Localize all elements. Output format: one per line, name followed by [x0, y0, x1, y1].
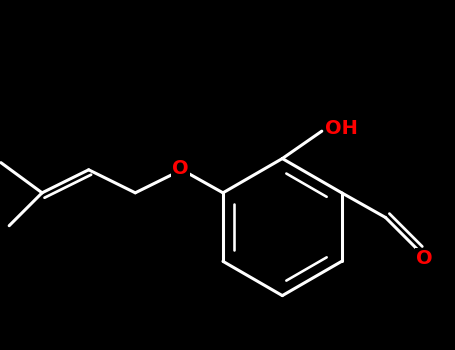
- Text: OH: OH: [324, 119, 358, 138]
- Text: O: O: [172, 159, 189, 178]
- Text: O: O: [415, 249, 432, 268]
